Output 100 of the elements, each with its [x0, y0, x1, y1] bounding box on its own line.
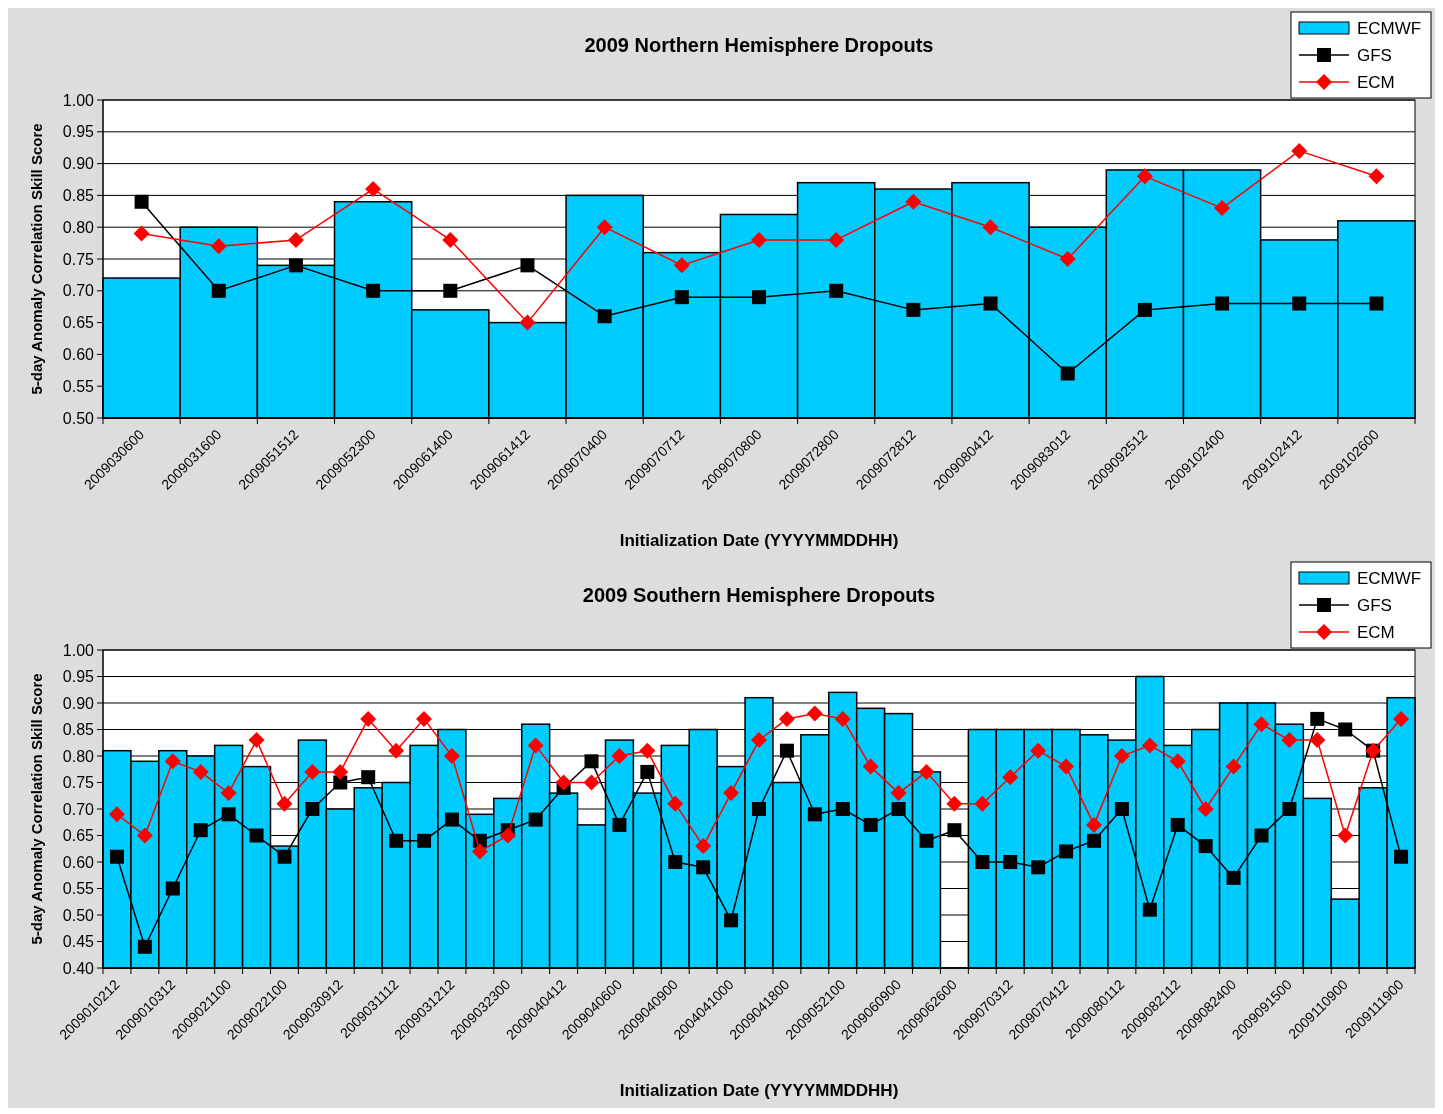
point: [584, 754, 599, 769]
x-axis-title: Initialization Date (YYYYMMDDHH): [619, 1081, 899, 1100]
point: [276, 795, 293, 812]
y-tick-label: 0.90: [62, 694, 95, 712]
point: [751, 732, 767, 749]
point: [807, 807, 822, 822]
point: [1282, 802, 1297, 816]
point: [1198, 839, 1213, 854]
point: [863, 817, 878, 832]
point: [890, 785, 907, 802]
point: [834, 710, 851, 727]
y-tick-label: 0.50: [62, 906, 95, 924]
legend-label: GFS: [1357, 45, 1392, 65]
point: [388, 742, 405, 759]
point: [165, 881, 180, 896]
point: [1369, 296, 1384, 311]
x-axis-title: Initialization Date (YYYYMMDDHH): [619, 531, 899, 550]
point: [443, 748, 460, 764]
point: [674, 290, 689, 305]
point: [597, 309, 612, 324]
point: [332, 763, 349, 780]
y-tick-label: 0.45: [62, 933, 95, 951]
point: [612, 817, 627, 832]
legend-label: ECM: [1357, 72, 1395, 92]
point: [1141, 737, 1158, 754]
chart-title: 2009 Northern Hemisphere Dropouts: [584, 34, 934, 56]
point: [1338, 722, 1353, 737]
point: [1309, 732, 1326, 749]
y-tick-label: 0.55: [62, 377, 95, 395]
point: [1253, 716, 1270, 733]
point: [668, 855, 683, 869]
point: [220, 785, 237, 802]
y-tick-label: 0.40: [62, 959, 95, 977]
point: [639, 742, 656, 759]
point: [137, 939, 152, 954]
point: [1030, 742, 1047, 759]
point: [946, 795, 963, 812]
point: [1393, 710, 1410, 727]
point: [304, 763, 321, 780]
point: [1197, 801, 1214, 817]
point: [919, 833, 934, 848]
point: [583, 774, 600, 791]
point: [108, 806, 125, 823]
point: [499, 827, 516, 844]
legend-label: ECMWF: [1357, 568, 1422, 588]
y-tick-label: 0.85: [62, 187, 95, 204]
point: [1031, 860, 1046, 875]
point: [389, 833, 404, 848]
point: [287, 231, 304, 248]
point: [1254, 828, 1269, 843]
point: [673, 257, 690, 274]
point: [416, 710, 433, 727]
point: [778, 710, 795, 727]
point: [982, 219, 999, 236]
point: [723, 785, 740, 802]
y-tick-label: 0.65: [62, 314, 95, 332]
y-tick-label: 0.60: [62, 853, 95, 871]
y-tick-label: 0.85: [62, 721, 95, 739]
point: [1059, 251, 1076, 267]
point: [1060, 366, 1075, 381]
y-tick-label: 0.75: [62, 250, 95, 268]
point: [277, 849, 292, 864]
point: [806, 705, 823, 722]
point: [366, 283, 381, 298]
point: [192, 763, 209, 780]
point: [1394, 849, 1409, 864]
point: [1310, 711, 1325, 726]
y-tick-label: 0.90: [62, 155, 95, 173]
point: [611, 748, 628, 764]
legend-label: GFS: [1357, 595, 1392, 615]
y-tick-label: 0.95: [62, 668, 95, 686]
point: [974, 795, 991, 812]
point: [221, 807, 236, 822]
point: [1085, 816, 1102, 833]
point: [695, 838, 712, 855]
point: [1291, 142, 1308, 159]
point: [696, 860, 711, 875]
point: [443, 283, 458, 298]
point: [248, 732, 265, 749]
y-tick-label: 0.80: [62, 747, 95, 765]
point: [133, 225, 150, 242]
y-tick-label: 1.00: [62, 641, 95, 659]
point: [519, 314, 536, 331]
point: [918, 763, 935, 780]
point: [333, 775, 348, 790]
point: [442, 231, 459, 248]
point: [596, 219, 613, 236]
point: [1214, 200, 1231, 217]
point: [361, 770, 376, 785]
y-tick-label: 0.65: [62, 827, 95, 845]
y-tick-label: 0.50: [62, 409, 95, 427]
y-tick-label: 1.00: [62, 91, 95, 109]
legend-label: ECM: [1357, 622, 1395, 642]
point: [249, 828, 264, 843]
y-axis-title: 5-day Anomaly Correlation Skill Score: [28, 673, 45, 945]
point: [1292, 296, 1307, 311]
point: [1226, 870, 1241, 885]
point: [1368, 168, 1385, 185]
point: [828, 231, 845, 248]
point: [136, 827, 153, 844]
